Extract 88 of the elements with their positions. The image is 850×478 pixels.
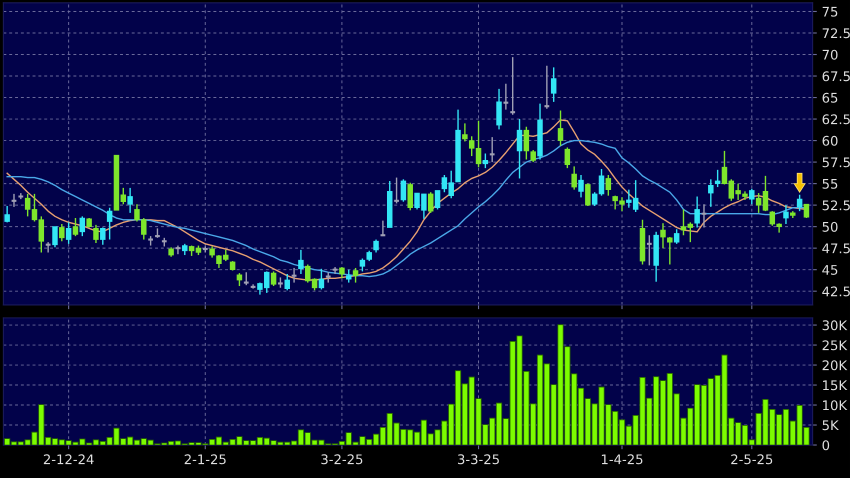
candlestick [10,193,18,208]
y-tick-label: 15K [823,380,848,390]
candlestick [298,249,304,275]
y-tick-label: 70 [822,50,838,60]
candlestick [230,260,236,272]
candlestick [373,238,379,254]
y-tick-label: 20K [822,360,848,370]
candlestick [524,126,530,160]
candlestick [516,118,522,180]
candlestick [366,250,372,262]
candlestick [318,268,324,290]
candlestick [66,222,72,245]
candlestick [550,66,556,103]
x-tick-label: 3-2-25 [321,454,362,464]
candlestick [284,273,290,292]
candlestick [482,152,488,169]
candlestick [52,226,58,248]
candlestick [564,146,570,169]
y-tick-label: 57.5 [822,157,850,168]
candlestick [352,267,358,284]
candlestick [346,268,352,284]
x-tick-label: 2-1-25 [184,454,226,464]
candlestick [400,178,406,202]
candlestick [509,56,516,116]
candlestick [700,204,708,228]
candlestick [606,174,612,196]
candlestick [339,266,345,279]
candlestick [804,204,810,219]
y-tick-label: 67.5 [822,71,850,82]
y-tick-label: 47.5 [822,244,850,254]
candlestick [106,207,112,240]
y-tick-label: 10K [823,400,848,410]
candlestick [660,222,666,249]
candlestick [93,224,99,244]
candlestick [72,217,78,237]
candlestick [428,192,434,214]
candlestick [360,258,366,272]
y-tick-label: 65 [822,92,838,103]
candlestick [796,194,802,212]
candlestick [270,270,276,287]
candlestick [488,136,496,163]
candlestick [242,272,250,286]
y-tick-label: 45 [822,265,838,275]
x-tick-label: 2-12-24 [44,454,94,464]
candlestick [749,188,755,205]
candlestick [674,228,680,245]
y-tick-label: 62.5 [822,114,850,124]
candlestick [100,226,106,246]
candlestick [708,178,714,208]
candlestick [667,236,673,266]
y-tick-label: 52.5 [822,200,850,210]
y-tick-label: 5K [822,420,839,430]
candlestick [86,217,92,228]
candlestick [496,88,502,130]
candlestick [462,122,468,142]
x-tick-label: 2-5-25 [731,454,772,464]
candlestick [646,234,653,266]
candlestick [530,149,536,163]
candlestick [182,243,188,256]
y-tick-label: 25K [822,340,848,350]
y-tick-label: 42.5 [822,286,850,296]
x-tick-label: 1-4-25 [602,454,642,464]
candlestick [714,169,720,188]
y-tick-label: 50 [822,222,838,232]
candlestick [154,228,161,239]
candlestick [571,166,577,190]
candlestick [80,216,86,237]
candlestick [694,196,700,228]
candlestick [393,176,400,204]
candlestick [585,182,591,207]
candlestick [4,205,10,224]
x-tick-label: 3-3-25 [458,454,499,464]
y-tick-label: 0 [822,440,830,450]
candlestick [407,182,413,211]
candlestick [59,223,65,242]
candlestick [558,110,564,146]
y-tick-label: 60 [822,136,838,146]
candlestick [209,246,215,258]
candlestick [434,190,440,210]
candlestick [324,272,332,284]
y-tick-label: 30K [822,320,848,330]
y-tick-label: 72.5 [822,28,850,38]
candlestick [783,204,789,225]
candlestick [236,272,242,287]
candlestick [168,246,174,258]
y-tick-label: 75 [822,6,838,17]
y-tick-label: 55 [822,179,838,189]
candlestick [127,187,133,214]
